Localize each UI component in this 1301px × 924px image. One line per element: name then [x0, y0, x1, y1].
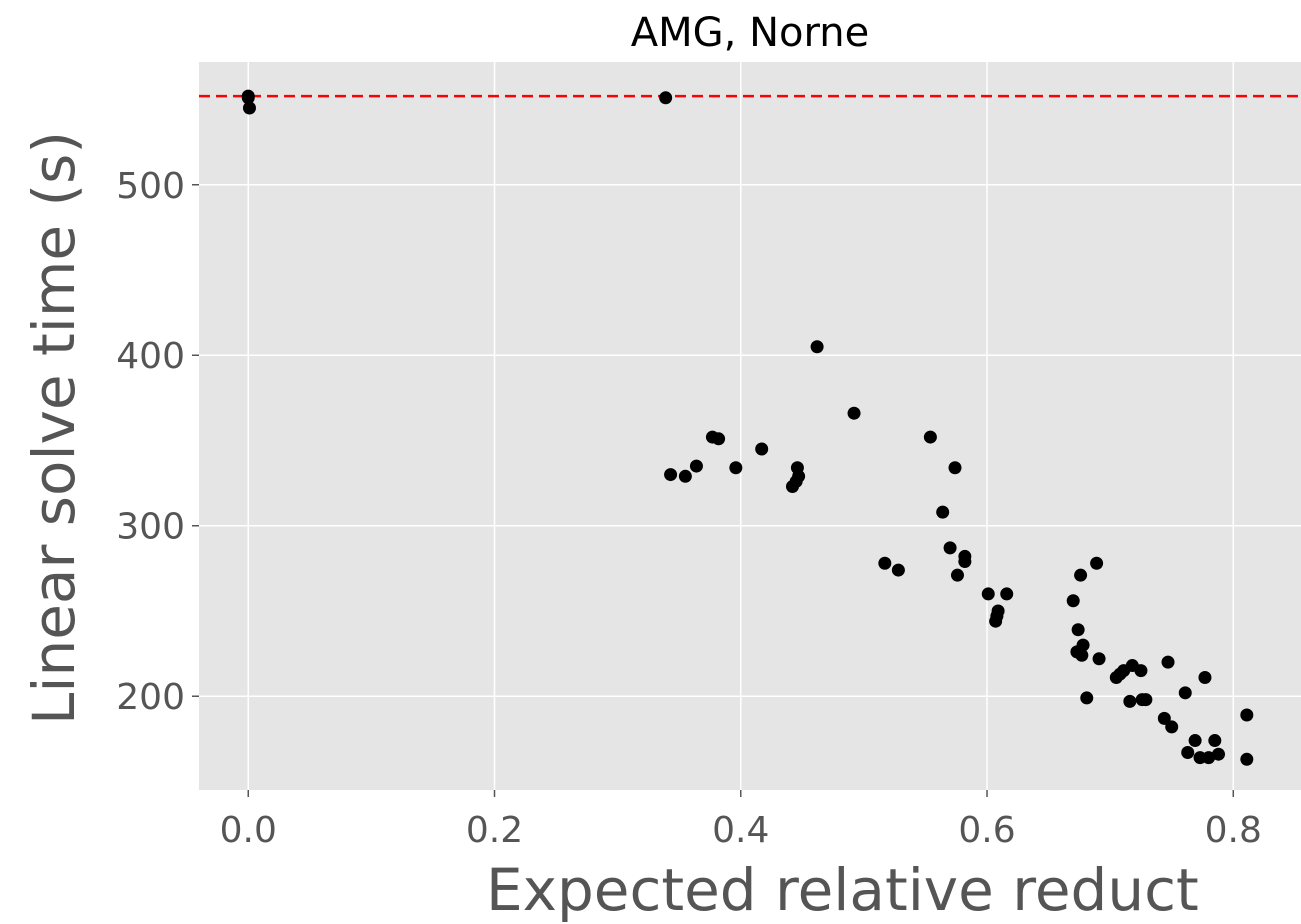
data-point	[689, 459, 703, 473]
data-point	[1208, 734, 1222, 748]
data-point	[792, 469, 806, 483]
data-point	[678, 469, 692, 483]
data-point	[755, 442, 769, 456]
y-tick-label: 300	[116, 507, 185, 548]
data-point	[1181, 745, 1195, 759]
data-point	[712, 432, 726, 446]
x-tick-label: 0.4	[712, 810, 769, 851]
chart-title: AMG, Norne	[631, 10, 869, 56]
data-point	[1074, 568, 1088, 582]
y-tick-label: 200	[116, 677, 185, 718]
x-tick-label: 0.0	[220, 810, 277, 851]
data-point	[241, 91, 255, 105]
data-point	[1090, 556, 1104, 570]
data-point	[1123, 694, 1137, 708]
plot-area	[199, 62, 1301, 790]
data-point	[242, 101, 256, 115]
data-point	[1161, 655, 1175, 669]
data-point	[958, 555, 972, 569]
x-tick-label: 0.2	[466, 810, 523, 851]
data-points	[241, 89, 1254, 766]
data-point	[1198, 670, 1212, 684]
data-point	[1076, 638, 1090, 652]
data-point	[1212, 747, 1226, 761]
data-point	[847, 406, 861, 420]
x-tick-label: 0.8	[1205, 810, 1262, 851]
data-point	[1092, 652, 1106, 666]
x-axis-label: Expected relative reduct	[486, 856, 1199, 924]
data-point	[1178, 686, 1192, 700]
data-point	[950, 568, 964, 582]
data-point	[1157, 711, 1171, 725]
data-point	[1240, 752, 1254, 766]
data-point	[1139, 693, 1153, 707]
data-point	[891, 563, 905, 577]
data-point	[991, 604, 1005, 618]
y-tick-label: 400	[116, 336, 185, 377]
x-tick-labels: 0.0 0.2 0.4 0.6 0.8	[220, 790, 1262, 851]
data-point	[1000, 587, 1014, 601]
y-tick-label: 500	[116, 166, 185, 207]
data-point	[948, 461, 962, 475]
data-point	[1134, 664, 1148, 678]
data-point	[1071, 623, 1085, 637]
data-point	[923, 430, 937, 444]
y-tick-labels: 200 300 400 500	[116, 166, 199, 718]
data-point	[1188, 734, 1202, 748]
data-point	[1202, 751, 1216, 765]
data-point	[943, 541, 957, 555]
data-point	[810, 340, 824, 354]
data-point	[659, 91, 673, 105]
data-point	[1080, 691, 1094, 705]
data-point	[1165, 720, 1179, 734]
data-point	[936, 505, 950, 519]
grid-lines	[199, 62, 1301, 790]
data-point	[1240, 708, 1254, 722]
data-point	[729, 461, 743, 475]
data-point	[1066, 594, 1080, 608]
data-point	[1075, 648, 1089, 662]
data-point	[981, 587, 995, 601]
data-point	[664, 468, 678, 482]
y-axis-label: Linear solve time (s)	[20, 131, 88, 725]
x-tick-label: 0.6	[958, 810, 1015, 851]
data-point	[878, 556, 892, 570]
